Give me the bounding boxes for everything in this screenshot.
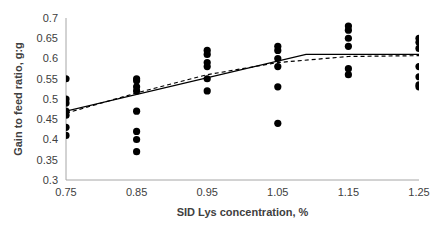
svg-text:0.35: 0.35: [37, 154, 58, 166]
svg-text:0.5: 0.5: [43, 93, 58, 105]
svg-text:0.6: 0.6: [43, 52, 58, 64]
svg-text:SID Lys concentration, %: SID Lys concentration, %: [177, 206, 309, 218]
svg-text:0.4: 0.4: [43, 133, 58, 145]
svg-text:1.25: 1.25: [408, 186, 429, 198]
svg-text:Gain to feed ratio, g:g: Gain to feed ratio, g:g: [12, 42, 24, 156]
svg-text:0.95: 0.95: [196, 186, 217, 198]
svg-text:1.05: 1.05: [267, 186, 288, 198]
svg-text:0.55: 0.55: [37, 73, 58, 85]
svg-text:0.45: 0.45: [37, 113, 58, 125]
svg-text:0.3: 0.3: [43, 174, 58, 186]
svg-text:0.85: 0.85: [126, 186, 147, 198]
svg-text:0.75: 0.75: [55, 186, 76, 198]
svg-text:0.7: 0.7: [43, 12, 58, 24]
svg-text:1.15: 1.15: [338, 186, 359, 198]
svg-text:0.65: 0.65: [37, 32, 58, 44]
